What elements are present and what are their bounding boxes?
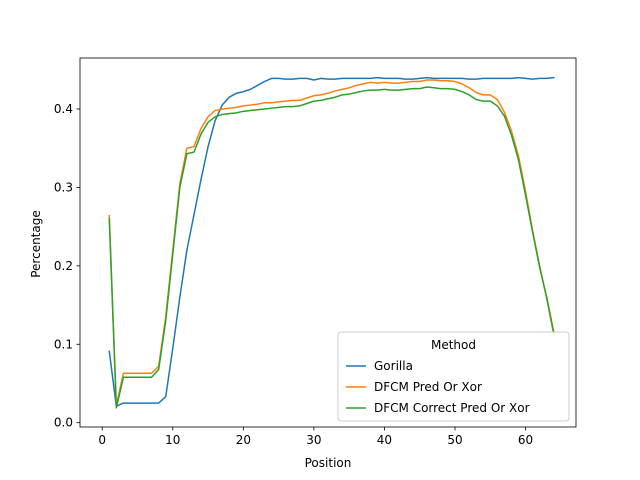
legend-title: Method [431, 338, 476, 352]
x-tick-label: 10 [165, 433, 180, 447]
y-axis-label: Percentage [29, 210, 43, 278]
legend-box [337, 331, 570, 422]
y-tick-label: 0.2 [54, 259, 73, 273]
plot-area [79, 57, 577, 428]
legend-entry-0: Gorilla [374, 359, 413, 373]
x-tick-label: 50 [447, 433, 462, 447]
y-axis-ticks: 0.0 0.1 0.2 0.3 0.4 [54, 102, 80, 430]
x-tick-label: 30 [306, 433, 321, 447]
series-layer [108, 76, 555, 409]
x-tick-label: 60 [518, 433, 533, 447]
series-line-0 [108, 76, 555, 407]
legend-entry-2: DFCM Correct Pred Or Xor [374, 401, 530, 415]
x-axis-label: Position [305, 456, 352, 470]
axes-frame [79, 57, 577, 428]
x-tick-label: 20 [236, 433, 251, 447]
legend-entry-1: DFCM Pred Or Xor [374, 380, 482, 394]
series-line-1 [108, 79, 555, 407]
y-tick-label: 0.0 [54, 416, 73, 430]
y-tick-label: 0.1 [54, 337, 73, 351]
x-tick-label: 40 [377, 433, 392, 447]
y-tick-label: 0.3 [54, 180, 73, 194]
legend: Method Gorilla DFCM Pred Or Xor DFCM Correc… [337, 331, 570, 422]
series-line-2 [108, 86, 555, 409]
x-tick-label: 0 [98, 433, 106, 447]
y-tick-label: 0.4 [54, 102, 73, 116]
x-axis-ticks: 0 10 20 30 40 50 60 [98, 427, 533, 447]
